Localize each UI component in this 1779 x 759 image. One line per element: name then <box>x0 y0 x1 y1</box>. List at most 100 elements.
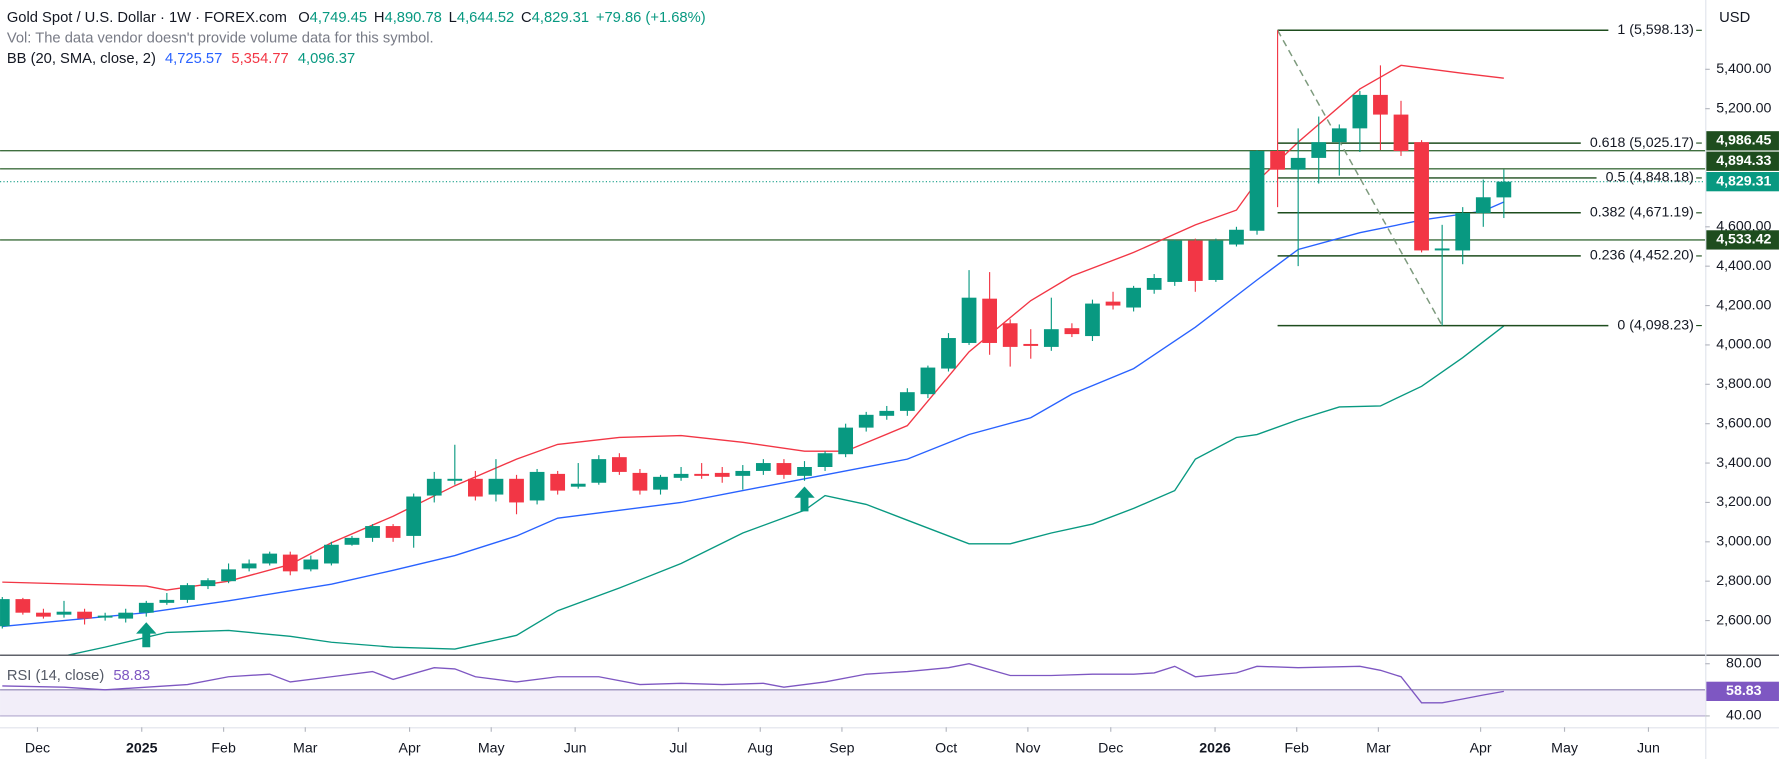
candle-body <box>303 559 319 570</box>
bb-label: BB (20, SMA, close, 2) <box>7 51 156 67</box>
candle-body <box>673 473 689 478</box>
y-tick-label: 3,400.00 <box>1716 455 1771 471</box>
candle-body <box>982 298 997 343</box>
candle-body <box>15 599 31 613</box>
candle-body <box>1496 181 1512 198</box>
candle-body <box>406 496 422 536</box>
x-tick-label: Jun <box>564 741 587 757</box>
candle-body <box>1475 197 1491 214</box>
note: Vol: The data vendor doesn't provide vol… <box>7 30 434 46</box>
y-tick-label: 5,200.00 <box>1716 100 1771 116</box>
candle-body <box>77 611 92 619</box>
candle-body <box>1064 328 1080 335</box>
fib-label: 0.618 (5,025.17) <box>1590 135 1694 151</box>
x-tick-label: Aug <box>748 741 773 757</box>
price-box-label: 4,533.42 <box>1716 232 1771 248</box>
x-tick-label: Feb <box>211 741 236 757</box>
rsi-legend: RSI (14, close) 58.83 <box>7 668 150 684</box>
axes: 5,400.005,200.004,600.004,400.004,200.00… <box>25 10 1779 757</box>
rsi-value-box <box>1706 681 1779 701</box>
candle-body <box>344 537 360 545</box>
ohlc-key: C <box>521 10 532 26</box>
candle-body <box>1085 303 1100 337</box>
candle-body <box>138 602 154 613</box>
y-tick-label: 3,600.00 <box>1716 415 1771 431</box>
ohlc-value: 4,890.78 <box>385 10 442 26</box>
candle-body <box>118 612 134 619</box>
y-tick-label: 4,400.00 <box>1716 258 1771 274</box>
candle-body <box>1249 151 1265 231</box>
candle-body <box>570 483 586 487</box>
symbol-title: Gold Spot / U.S. Dollar · 1W · FOREX.com <box>7 10 287 26</box>
candle-body <box>529 471 545 501</box>
candle-body <box>385 526 401 538</box>
candle-body <box>941 338 956 369</box>
bb-value: 4,725.57 <box>165 51 222 67</box>
rsi-pane <box>0 663 1706 717</box>
candle-body <box>838 427 854 455</box>
x-tick-label: Oct <box>935 741 957 757</box>
signal-arrow <box>136 622 157 648</box>
candle-body <box>755 463 771 471</box>
price-box-label: 4,986.45 <box>1716 133 1771 149</box>
y-tick-label: 4,200.00 <box>1716 297 1771 313</box>
fib-label: 0.5 (4,848.18) <box>1606 170 1694 186</box>
price-box-label: 4,894.33 <box>1716 153 1771 169</box>
candle-body <box>1105 301 1121 306</box>
rsi-value: 58.83 <box>113 668 150 684</box>
candle-body <box>1208 240 1224 280</box>
ohlc-key: L <box>449 10 457 26</box>
candle-body <box>200 580 216 587</box>
rsi-tick-label: 40.00 <box>1726 708 1762 724</box>
candle-body <box>591 459 607 483</box>
ohlc-key: H <box>374 10 385 26</box>
candle-body <box>180 585 195 600</box>
x-tick-label: Feb <box>1285 741 1310 757</box>
y-tick-label: 4,000.00 <box>1716 337 1771 353</box>
y-tick-label: 3,800.00 <box>1716 376 1771 392</box>
x-tick-label: Mar <box>1366 741 1391 757</box>
currency: USD <box>1719 10 1750 26</box>
rsi-band <box>0 689 1706 716</box>
candle-body <box>879 410 895 416</box>
x-tick-label: Dec <box>25 741 50 757</box>
candle-body <box>159 599 175 603</box>
candle-body <box>1434 248 1450 251</box>
header: Gold Spot / U.S. Dollar · 1W · FOREX.com… <box>7 10 706 684</box>
candle-body <box>221 569 236 582</box>
candle-body <box>1373 94 1388 115</box>
price-box <box>1706 151 1779 171</box>
candle-body <box>488 478 504 495</box>
x-tick-label: May <box>478 741 506 757</box>
candle-body <box>365 526 380 538</box>
candle-body <box>447 478 463 481</box>
bollinger-line <box>67 325 1505 655</box>
candle-body <box>1126 287 1141 308</box>
x-tick-label: Apr <box>399 741 421 757</box>
candle-body <box>97 615 113 618</box>
rsi-tick-label: 80.00 <box>1726 655 1762 671</box>
candle-body <box>858 414 874 428</box>
candle-body <box>961 297 977 343</box>
x-tick-label: 2026 <box>1199 741 1231 757</box>
y-tick-label: 3,200.00 <box>1716 494 1771 510</box>
candle-body <box>468 478 483 497</box>
x-tick-label: Nov <box>1015 741 1041 757</box>
candle-body <box>611 457 627 472</box>
x-tick-label: 2025 <box>126 741 158 757</box>
candle-body <box>1043 329 1059 347</box>
ohlc-value: 4,749.45 <box>310 10 367 26</box>
change: +79.86 (+1.68%) <box>596 10 706 26</box>
candle-body <box>1331 128 1347 143</box>
candle-body <box>1146 277 1162 290</box>
x-tick-label: Dec <box>1098 741 1123 757</box>
fib-label: 1 (5,598.13) <box>1617 22 1693 38</box>
symbol-legend: Gold Spot / U.S. Dollar · 1W · FOREX.com… <box>7 10 706 26</box>
candle-body <box>1455 213 1471 251</box>
y-tick-label: 5,400.00 <box>1716 61 1771 77</box>
candle-body <box>509 478 524 503</box>
bb-value: 4,096.37 <box>298 51 355 67</box>
candle-body <box>324 544 339 564</box>
volume-note: Vol: The data vendor doesn't provide vol… <box>7 30 434 46</box>
